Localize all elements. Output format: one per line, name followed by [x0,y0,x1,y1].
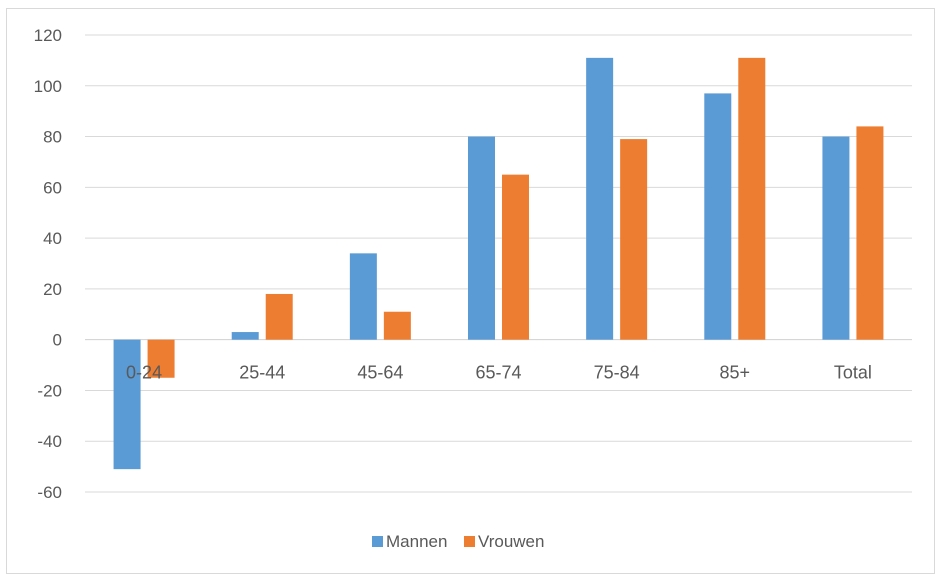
bar-mannen-65-74 [468,136,495,340]
bar-vrouwen-25-44 [265,293,293,340]
x-tick-label: Total [834,363,872,383]
gridlines [85,34,912,493]
bar-vrouwen-Total [856,126,884,340]
bar-mannen-85+ [704,93,732,340]
bar-mannen-45-64 [349,253,377,340]
bar-vrouwen-65-74 [502,174,529,340]
x-tick-label: 25-44 [239,363,285,383]
bar-vrouwen-85+ [738,57,766,340]
y-tick-label: 20 [43,280,62,299]
x-tick-label: 75-84 [594,363,640,383]
y-tick-label: -20 [37,381,62,400]
y-tick-label: -40 [37,432,62,451]
y-tick-label: 80 [43,128,62,147]
x-tick-label: 45-64 [357,363,403,383]
x-axis-ticks: 0-24 25-44 45-64 65-74 75-84 85+ Total [126,363,872,383]
bar-vrouwen-45-64 [383,311,411,340]
bar-mannen-25-44 [231,332,259,340]
y-tick-label: 40 [43,229,62,248]
legend-label-mannen: Mannen [386,532,447,551]
y-tick-label: -60 [37,483,62,502]
legend-swatch-vrouwen [464,536,475,547]
bar-mannen-Total [822,136,850,340]
legend-label-vrouwen: Vrouwen [478,532,544,551]
bar-mannen-75-84 [586,57,614,340]
legend: Mannen Vrouwen [372,532,544,551]
y-tick-label: 60 [43,178,62,197]
y-axis-ticks: -60 -40 -20 0 20 40 60 80 100 120 [34,26,62,502]
legend-swatch-mannen [372,536,383,547]
bars [113,57,884,470]
x-tick-label: 0-24 [126,363,162,383]
y-tick-label: 100 [34,77,62,96]
bar-vrouwen-75-84 [620,139,648,340]
bar-mannen-0-24 [113,339,141,470]
x-tick-label: 85+ [720,363,751,383]
bar-vrouwen-0-24 [147,339,175,378]
y-tick-label: 0 [53,331,62,350]
x-tick-label: 65-74 [475,363,521,383]
y-tick-label: 120 [34,26,62,45]
